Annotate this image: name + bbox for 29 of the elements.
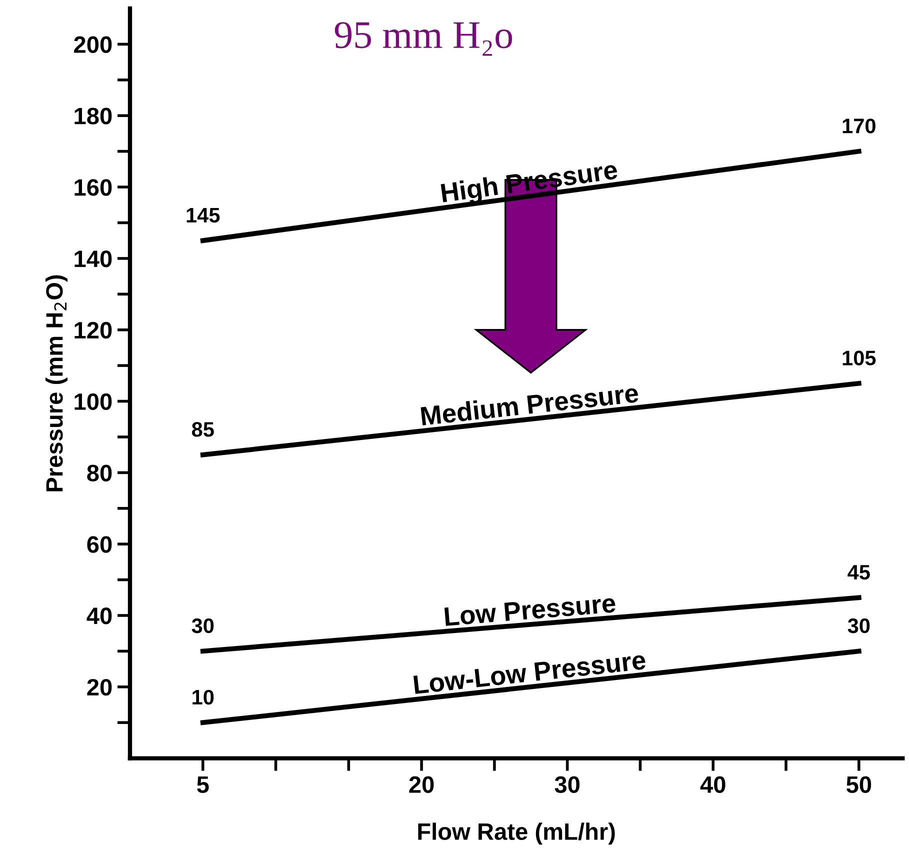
x-tick-label: 50 [846, 776, 872, 793]
y-tick-label: 200 [74, 36, 112, 54]
data-label: 85 [192, 422, 214, 437]
data-label: 45 [848, 565, 870, 580]
x-tick-label: 5 [197, 776, 209, 793]
x-tick-label: 20 [409, 776, 434, 793]
y-tick-label: 100 [74, 393, 112, 410]
series-label: Low Pressure [444, 594, 616, 626]
x-axis-title: Flow Rate (mL/hr) [418, 822, 615, 845]
data-label: 105 [842, 350, 876, 366]
data-label: 145 [186, 208, 220, 223]
y-tick-label: 80 [87, 464, 112, 482]
text: Low-Low Pressure [413, 650, 646, 694]
y-tick-label: 140 [74, 250, 112, 268]
y-axis-title: Pressure (mm H$_{2}$O) [45, 275, 68, 492]
y-tick-label: 20 [87, 678, 112, 696]
text: Medium Pressure [420, 382, 639, 426]
y-tick-label: 180 [74, 108, 112, 124]
y-tick-label: 60 [87, 536, 112, 553]
data-label: 30 [848, 618, 870, 634]
y-tick-label: 40 [86, 608, 112, 624]
y-tick-label: 160 [74, 179, 112, 196]
x-tick-label: 40 [700, 776, 726, 793]
chart-title: 95 mm H₂o [334, 22, 512, 56]
data-label: 170 [842, 118, 876, 134]
x-tick-label: 30 [554, 776, 580, 794]
data-label: 30 [192, 618, 214, 634]
y-tick-label: 120 [74, 322, 112, 339]
data-label: 10 [192, 690, 214, 705]
